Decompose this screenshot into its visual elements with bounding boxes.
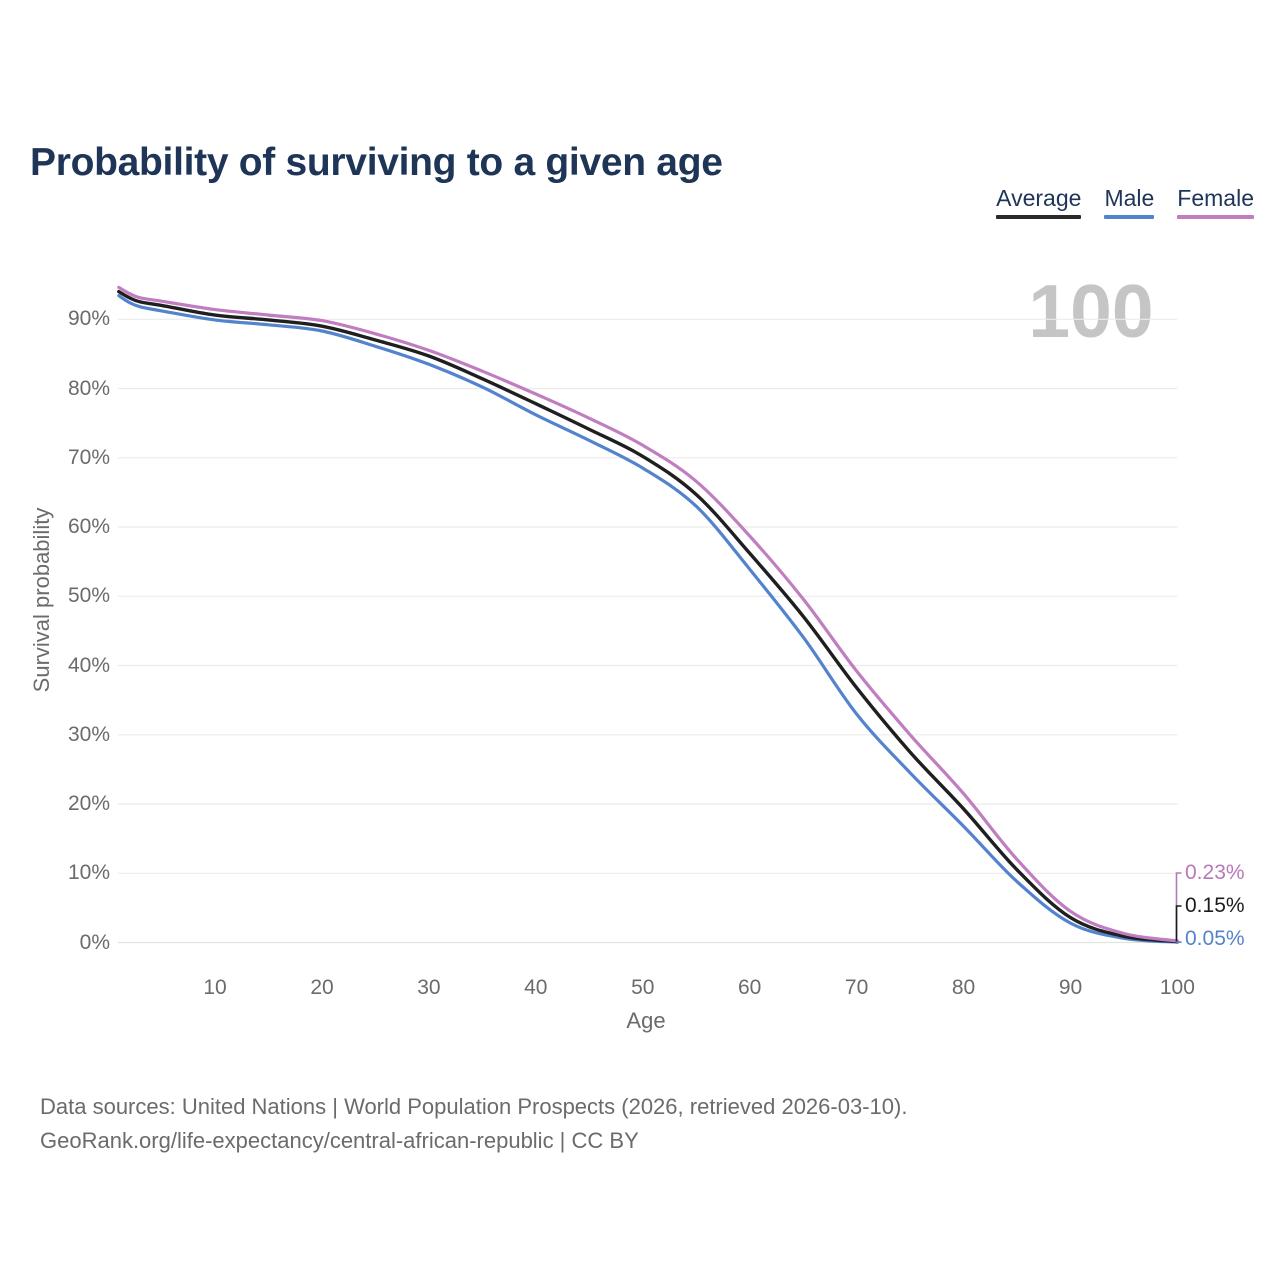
x-tick-label: 10 bbox=[203, 976, 227, 999]
y-tick-label: 40% bbox=[67, 653, 110, 677]
legend-underline-average bbox=[996, 215, 1082, 219]
series-line-female[interactable] bbox=[117, 285, 1179, 943]
legend: Average Male Female bbox=[996, 186, 1254, 219]
x-tick-label: 80 bbox=[951, 976, 976, 999]
x-tick-label: 30 bbox=[417, 976, 441, 999]
y-tick-label: 20% bbox=[67, 792, 110, 815]
end-label-leader bbox=[1175, 905, 1182, 942]
legend-underline-female bbox=[1177, 215, 1254, 219]
legend-item-female[interactable]: Female bbox=[1177, 186, 1254, 219]
legend-label-average: Average bbox=[996, 185, 1082, 211]
series-line-male[interactable] bbox=[117, 294, 1179, 944]
legend-item-male[interactable]: Male bbox=[1104, 185, 1155, 219]
legend-underline-male bbox=[1104, 215, 1155, 219]
chart-title: Probability of surviving to a given age bbox=[30, 141, 723, 185]
hover-age-watermark: 100 bbox=[1028, 269, 1154, 353]
y-tick-label: 70% bbox=[67, 445, 110, 469]
series-line-average[interactable] bbox=[117, 289, 1180, 944]
x-tick-label: 60 bbox=[738, 976, 762, 999]
x-tick-label: 90 bbox=[1058, 976, 1083, 999]
x-tick-label: 40 bbox=[524, 976, 548, 999]
legend-item-average[interactable]: Average bbox=[996, 185, 1082, 219]
end-label-female: 0.23% bbox=[1185, 861, 1245, 884]
legend-label-female: Female bbox=[1177, 185, 1254, 211]
y-tick-label: 0% bbox=[79, 930, 110, 954]
y-tick-label: 90% bbox=[67, 307, 110, 331]
y-tick-label: 60% bbox=[67, 515, 110, 538]
x-tick-label: 100 bbox=[1159, 976, 1195, 999]
x-tick-label: 20 bbox=[310, 976, 334, 999]
y-tick-label: 10% bbox=[67, 861, 110, 885]
x-axis-title: Age bbox=[626, 1008, 666, 1033]
y-tick-label: 50% bbox=[67, 584, 110, 608]
end-label-average: 0.15% bbox=[1185, 894, 1245, 917]
source-line: Data sources: United Nations | World Pop… bbox=[40, 1094, 908, 1119]
license-line: GeoRank.org/life-expectancy/central-afri… bbox=[40, 1128, 639, 1153]
end-label-male: 0.05% bbox=[1185, 927, 1245, 950]
x-tick-label: 50 bbox=[631, 976, 655, 999]
y-tick-label: 30% bbox=[67, 722, 110, 746]
legend-label-male: Male bbox=[1104, 185, 1155, 211]
x-tick-label: 70 bbox=[844, 976, 869, 999]
y-axis-title: Survival probability bbox=[29, 507, 54, 693]
y-tick-label: 80% bbox=[67, 376, 110, 400]
data-source-attribution: Data sources: United Nations | World Pop… bbox=[40, 1090, 907, 1158]
